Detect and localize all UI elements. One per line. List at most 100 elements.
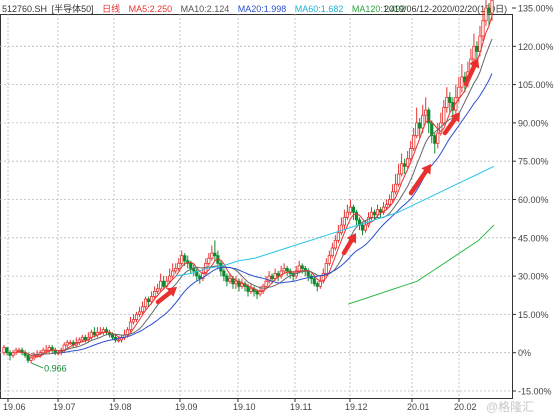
candle-up xyxy=(324,262,328,274)
x-tick-label: 20.02 xyxy=(454,402,477,412)
candle-up xyxy=(336,232,340,241)
candle-down xyxy=(351,206,356,213)
candle-down xyxy=(418,122,422,129)
candle-up xyxy=(381,206,386,213)
candle-up xyxy=(17,349,21,352)
candle-down xyxy=(222,270,226,277)
candle-up xyxy=(137,311,142,315)
ma60-line xyxy=(174,165,495,277)
candle-up xyxy=(297,265,301,272)
y-tick-label: -15.00% xyxy=(518,387,552,397)
candle-up xyxy=(327,255,331,264)
x-tick-label: 19.12 xyxy=(345,402,368,412)
ma60-value: MA60:1.682 xyxy=(294,4,344,14)
candle-up xyxy=(460,76,464,88)
candle-up xyxy=(339,224,343,234)
candle-up xyxy=(421,114,425,129)
period-label: 日线 xyxy=(102,4,121,14)
candle-down xyxy=(5,347,9,354)
candle-up xyxy=(481,20,485,37)
candle-up xyxy=(424,109,428,116)
candle-up xyxy=(484,7,488,22)
candle-down xyxy=(300,265,304,269)
candle-up xyxy=(342,216,346,226)
candle-down xyxy=(378,209,383,213)
y-tick-label: 105.00% xyxy=(518,80,554,90)
candle-up xyxy=(80,336,84,341)
candle-up xyxy=(177,262,181,269)
y-tick-label: 15.00% xyxy=(518,310,549,320)
candle-down xyxy=(354,211,359,221)
candle-up xyxy=(153,291,157,297)
plot-frame xyxy=(0,14,513,399)
candle-up xyxy=(457,86,461,98)
candle-down xyxy=(213,252,217,257)
candle-up xyxy=(400,163,404,175)
y-tick-label: 60.00% xyxy=(518,195,549,205)
candle-up xyxy=(168,275,172,282)
candle-up xyxy=(390,191,395,200)
y-tick-label: 0% xyxy=(518,348,531,358)
candle-up xyxy=(348,206,353,213)
candle-up xyxy=(116,339,121,342)
candle-down xyxy=(403,163,407,167)
candle-up xyxy=(47,347,51,351)
candle-up xyxy=(128,321,133,331)
x-tick-label: 19.08 xyxy=(109,402,132,412)
ma5-line xyxy=(15,15,493,358)
candle-down xyxy=(26,354,30,361)
candle-up xyxy=(2,347,6,354)
ma-legend: 512760.SH [半导体50] 日线 MA5:2.250 MA10:2.12… xyxy=(2,2,411,15)
candle-down xyxy=(270,275,274,280)
y-tick-label: 120.00% xyxy=(518,42,554,52)
candle-up xyxy=(68,342,72,344)
candle-down xyxy=(219,262,223,272)
candle-down xyxy=(427,109,431,124)
candle-up xyxy=(180,255,184,264)
candle-down xyxy=(315,283,319,287)
y-tick-label: 45.00% xyxy=(518,233,549,243)
trend-arrow-head xyxy=(469,58,480,69)
candle-up xyxy=(156,288,160,292)
candle-up xyxy=(228,278,232,282)
candle-up xyxy=(318,280,322,287)
x-tick-label: 20.01 xyxy=(407,402,430,412)
trend-arrow-head xyxy=(450,112,460,123)
candle-up xyxy=(406,158,410,167)
candle-down xyxy=(225,275,229,282)
candle-up xyxy=(363,224,368,231)
candle-up xyxy=(210,252,214,259)
candle-up xyxy=(150,296,154,303)
candle-up xyxy=(333,239,337,249)
ma20-line xyxy=(61,73,493,354)
candle-up xyxy=(134,313,139,320)
candle-down xyxy=(162,280,166,287)
watermark: @格隆汇 xyxy=(486,400,535,414)
candle-up xyxy=(369,211,374,218)
trend-arrow-head xyxy=(421,164,431,175)
y-tick-label: 30.00% xyxy=(518,272,549,282)
candle-up xyxy=(41,349,45,354)
candle-down xyxy=(189,262,193,269)
trend-arrow-shaft xyxy=(463,60,478,87)
candle-up xyxy=(375,209,380,216)
x-tick-label: 19.11 xyxy=(290,402,312,412)
y-tick-label: 90.00% xyxy=(518,118,549,128)
low-marker xyxy=(30,362,44,369)
date-range: 2019/06/12-2020/02/20(170日) xyxy=(384,4,508,14)
candle-down xyxy=(92,331,96,336)
candle-up xyxy=(11,352,15,356)
candle-down xyxy=(146,298,151,303)
candle-up xyxy=(442,107,446,124)
candle-up xyxy=(140,306,145,313)
candle-down xyxy=(237,280,241,287)
x-tick-label: 19.09 xyxy=(175,402,198,412)
ma20-value: MA20:1.998 xyxy=(237,4,287,14)
candle-up xyxy=(261,285,265,292)
candle-up xyxy=(397,173,401,185)
y-tick-label: 135.00% xyxy=(518,4,554,14)
candle-up xyxy=(445,96,449,108)
candle-down xyxy=(487,7,491,14)
candle-up xyxy=(490,0,494,14)
candle-up xyxy=(394,183,398,193)
